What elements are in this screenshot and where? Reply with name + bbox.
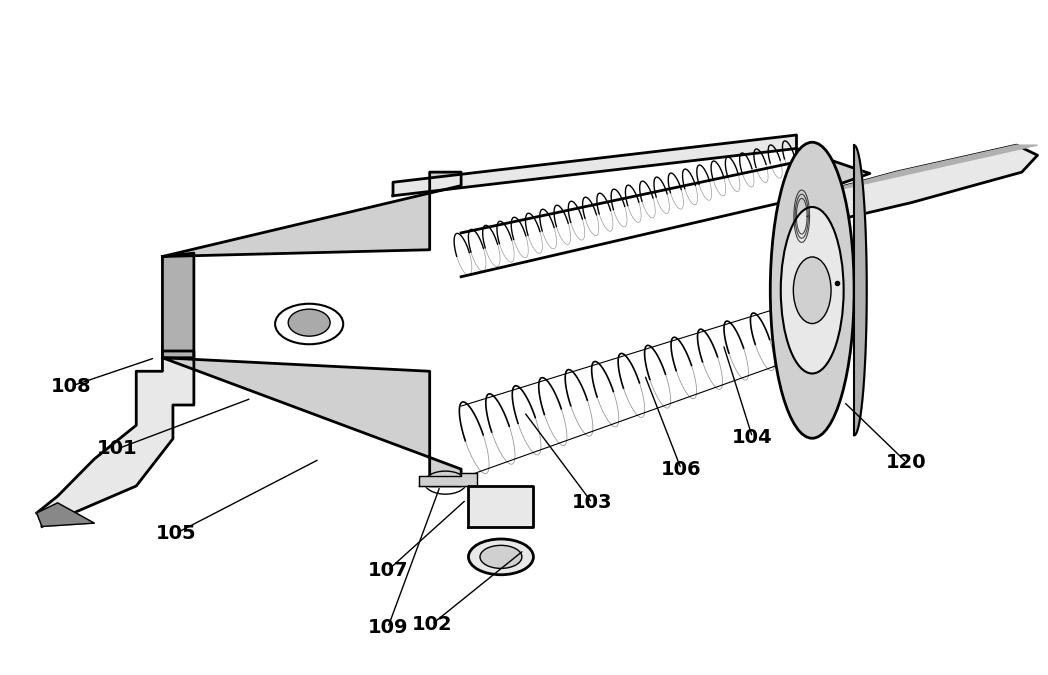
Polygon shape [162,253,194,358]
Ellipse shape [288,309,330,336]
Polygon shape [37,503,94,526]
Polygon shape [468,486,533,526]
Text: 101: 101 [97,439,137,458]
Polygon shape [419,472,477,486]
Polygon shape [37,351,194,526]
Text: 107: 107 [368,561,408,580]
Ellipse shape [275,304,343,344]
Polygon shape [796,145,1038,230]
Ellipse shape [480,545,522,568]
Polygon shape [162,358,461,486]
Polygon shape [393,135,796,196]
Ellipse shape [468,539,533,574]
Text: 104: 104 [733,428,772,447]
Text: 105: 105 [156,524,196,543]
Ellipse shape [793,257,831,323]
Text: 103: 103 [572,493,612,512]
Polygon shape [796,145,1038,199]
Polygon shape [162,172,461,256]
Polygon shape [796,148,870,199]
Ellipse shape [770,142,854,438]
Text: 109: 109 [368,618,408,637]
Text: 106: 106 [661,460,701,479]
Text: 108: 108 [51,377,91,396]
Ellipse shape [781,207,844,373]
Text: 120: 120 [887,453,926,472]
Text: 102: 102 [412,615,452,634]
